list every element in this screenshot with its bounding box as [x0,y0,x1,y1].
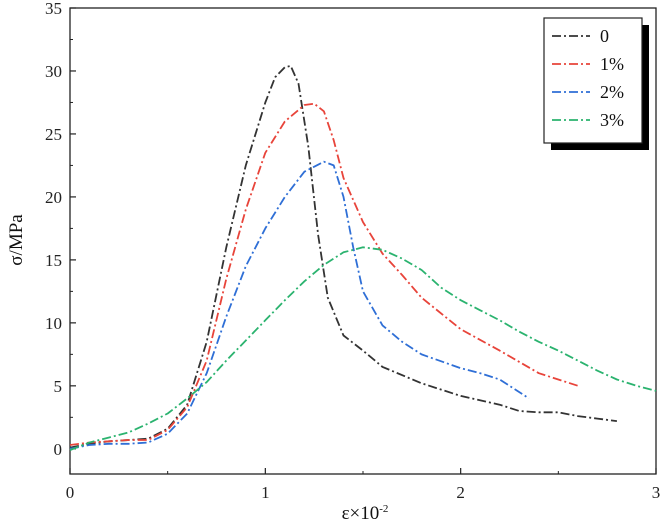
legend-label: 3% [600,110,624,130]
x-axis-label-main: ε×10 [342,503,380,524]
y-tick-label: 5 [54,377,63,396]
y-tick-label: 10 [45,314,62,333]
legend-label: 1% [600,54,624,74]
series-layer [69,65,657,451]
x-axis-label-exponent: -2 [379,503,388,515]
y-tick-label: 15 [45,251,62,270]
x-tick-label: 1 [261,483,270,502]
y-axis-label: σ/MPa [6,214,27,266]
x-axis-ticks: 0 1 2 3 [66,468,661,502]
legend-label: 2% [600,82,624,102]
legend-box [543,17,643,144]
x-tick-label: 0 [66,483,75,502]
x-tick-label: 3 [652,483,661,502]
series-line-2 [69,160,530,450]
legend-label: 0 [600,26,609,46]
series-line-3 [69,246,657,451]
series-line-1 [69,102,579,446]
series-line-0 [69,65,618,449]
y-tick-label: 30 [45,62,62,81]
y-tick-label: 35 [45,0,62,18]
y-tick-label: 0 [54,440,63,459]
y-tick-label: 25 [45,125,62,144]
y-tick-label: 20 [45,188,62,207]
legend: 0 1% 2% 3% [543,17,649,150]
y-axis-ticks: 0 5 10 15 20 25 30 35 [45,0,76,459]
x-tick-label: 2 [456,483,465,502]
x-axis-label: ε×10-2 [342,503,389,524]
